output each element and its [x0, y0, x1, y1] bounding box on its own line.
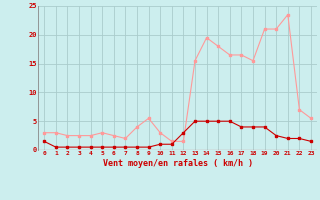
- X-axis label: Vent moyen/en rafales ( km/h ): Vent moyen/en rafales ( km/h ): [103, 159, 252, 168]
